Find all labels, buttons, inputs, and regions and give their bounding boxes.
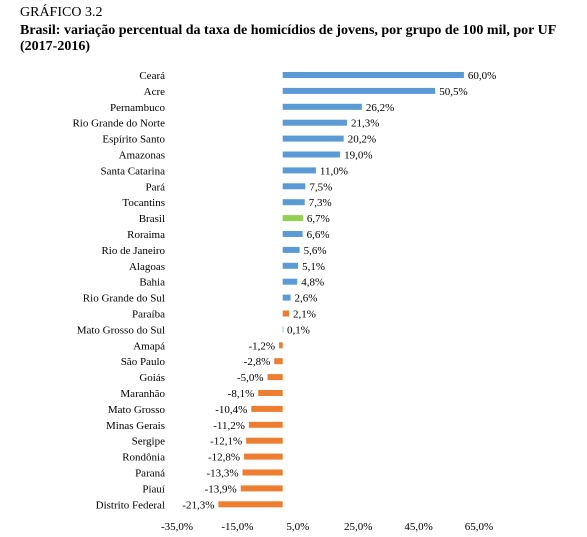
category-label: Paraíba xyxy=(132,309,165,321)
value-label: 6,6% xyxy=(307,229,330,241)
bars xyxy=(218,72,464,508)
value-label: -2,8% xyxy=(244,356,271,368)
bar xyxy=(244,453,283,460)
category-label: Espírito Santo xyxy=(102,134,165,146)
bar xyxy=(282,87,436,94)
bar xyxy=(282,183,306,190)
x-tick-label: -15,0% xyxy=(221,521,253,533)
value-label: 6,7% xyxy=(307,213,330,225)
bar xyxy=(282,326,284,333)
category-label: Piauí xyxy=(142,483,165,495)
value-labels: 60,0%50,5% 26,2% 21,3% 20,2% 19,0% 11,0% 7,5% 7… xyxy=(182,70,496,511)
bar xyxy=(282,231,303,237)
value-label: 26,2% xyxy=(366,102,394,114)
bar xyxy=(282,199,305,206)
value-label: 5,6% xyxy=(304,245,327,257)
value-label: -13,9% xyxy=(205,483,237,495)
chart-title-line1: Brasil: variação percentual da taxa de h… xyxy=(20,23,557,38)
value-label: 2,1% xyxy=(293,309,316,321)
category-label: Paraná xyxy=(135,468,165,480)
category-label: Santa Catarina xyxy=(101,165,166,177)
category-label: Rio Grande do Sul xyxy=(83,293,165,305)
value-label: 60,0% xyxy=(468,70,496,82)
x-tick-label: 25,0% xyxy=(344,521,372,533)
bar xyxy=(282,103,362,110)
category-label: Pernambuco xyxy=(110,102,165,114)
category-label: Amazonas xyxy=(119,150,165,162)
category-labels: Ceará Acre Pernambuco Rio Grande do Norte Es… xyxy=(72,70,165,511)
value-label: -10,4% xyxy=(215,404,247,416)
category-label: São Paulo xyxy=(121,356,166,368)
x-tick-label: 5,0% xyxy=(286,521,309,533)
category-label: Mato Grosso do Sul xyxy=(77,324,165,336)
bar xyxy=(246,437,283,444)
bar xyxy=(282,72,464,78)
category-label: Roraima xyxy=(127,229,165,241)
bar xyxy=(251,405,283,412)
value-label: 21,3% xyxy=(351,118,379,130)
category-label: Pará xyxy=(145,181,165,193)
value-label: -21,3% xyxy=(182,499,214,511)
value-label: 19,0% xyxy=(344,150,372,162)
category-label: Sergipe xyxy=(132,436,166,448)
bar xyxy=(274,358,283,365)
value-label: -8,1% xyxy=(228,388,255,400)
x-tick-label: -35,0% xyxy=(161,521,193,533)
value-label: -12,1% xyxy=(210,436,242,448)
value-label: 0,1% xyxy=(287,324,310,336)
category-label: Distrito Federal xyxy=(96,499,165,511)
category-label: Brasil xyxy=(139,213,165,225)
bar xyxy=(282,246,300,253)
value-label: 5,1% xyxy=(302,261,325,273)
x-tick-label: 65,0% xyxy=(465,521,493,533)
bar xyxy=(267,374,283,381)
bar xyxy=(282,167,316,174)
value-label: 7,3% xyxy=(309,197,332,209)
bar xyxy=(242,469,283,476)
value-label: -12,8% xyxy=(208,452,240,464)
category-label: Alagoas xyxy=(129,261,165,273)
value-label: 11,0% xyxy=(320,165,348,177)
x-axis-tick-labels: -35,0% -15,0% 5,0% 25,0% 45,0% 65,0% xyxy=(161,521,493,533)
value-label: 4,8% xyxy=(301,277,324,289)
bar xyxy=(282,278,298,285)
bar xyxy=(282,294,291,301)
chart-title-line2: (2017-2016) xyxy=(20,39,90,54)
value-label: 50,5% xyxy=(439,86,467,98)
category-label: Tocantins xyxy=(122,197,165,209)
category-label: Rondônia xyxy=(122,452,165,464)
bar xyxy=(282,151,341,158)
category-label: Acre xyxy=(144,86,165,98)
figure-label: GRÁFICO 3.2 xyxy=(20,5,103,20)
value-label: -5,0% xyxy=(237,372,264,384)
bar xyxy=(282,119,348,126)
category-label: Goiás xyxy=(139,372,165,384)
value-label: 7,5% xyxy=(309,181,332,193)
x-tick-label: 45,0% xyxy=(404,521,432,533)
category-label: Minas Gerais xyxy=(106,420,165,432)
value-label: -1,2% xyxy=(248,340,275,352)
value-label: 20,2% xyxy=(348,134,376,146)
bar xyxy=(282,135,344,142)
bar xyxy=(282,310,290,317)
value-label: -11,2% xyxy=(213,420,245,432)
bar xyxy=(282,262,299,269)
category-label: Amapá xyxy=(133,340,165,352)
value-label: -13,3% xyxy=(206,468,238,480)
bar xyxy=(279,342,283,349)
bar xyxy=(282,215,303,222)
bar xyxy=(258,390,283,396)
category-label: Maranhão xyxy=(120,388,165,400)
bar xyxy=(218,501,283,508)
category-label: Rio de Janeiro xyxy=(101,245,165,257)
category-label: Ceará xyxy=(139,70,165,82)
value-label: 2,6% xyxy=(295,293,318,305)
category-label: Bahia xyxy=(139,277,165,289)
category-label: Rio Grande do Norte xyxy=(72,118,165,130)
bar xyxy=(248,421,283,428)
bar xyxy=(240,485,283,492)
category-label: Mato Grosso xyxy=(108,404,166,416)
